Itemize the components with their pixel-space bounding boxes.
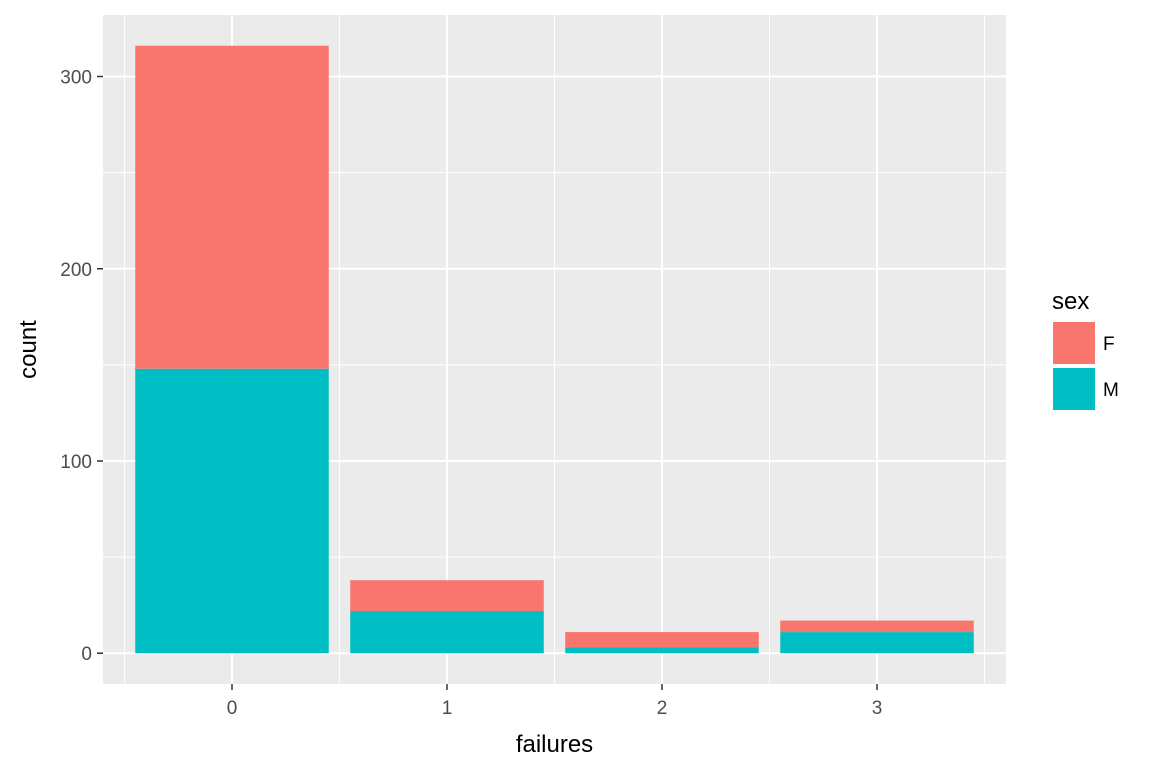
y-tick-label: 300 <box>60 68 92 89</box>
legend-label-F: F <box>1103 334 1115 355</box>
legend: sex F M <box>1052 288 1119 410</box>
legend-label-M: M <box>1103 380 1119 401</box>
x-tick-label: 0 <box>227 698 238 719</box>
y-axis: 0 100 200 300 <box>60 68 103 665</box>
y-tick-label: 200 <box>60 260 92 281</box>
bar-F-1 <box>350 580 544 611</box>
x-tick-label: 2 <box>657 698 668 719</box>
bar-F-0 <box>135 45 329 369</box>
x-tick-label: 1 <box>442 698 453 719</box>
legend-key-F <box>1053 322 1095 364</box>
x-tick-label: 3 <box>872 698 883 719</box>
bar-M-0 <box>135 368 329 654</box>
y-tick-label: 100 <box>60 452 92 473</box>
bar-M-2 <box>565 647 759 654</box>
y-axis-title: count <box>15 320 42 379</box>
bar-M-3 <box>780 632 974 654</box>
y-tick-label: 0 <box>81 644 92 665</box>
bar-F-3 <box>780 620 974 633</box>
bars <box>135 45 974 654</box>
legend-title: sex <box>1052 288 1089 315</box>
x-axis: 0 1 2 3 <box>227 684 883 719</box>
legend-key-M <box>1053 368 1095 410</box>
bar-F-2 <box>565 632 759 648</box>
bar-M-1 <box>350 610 544 654</box>
x-axis-title: failures <box>516 731 593 758</box>
